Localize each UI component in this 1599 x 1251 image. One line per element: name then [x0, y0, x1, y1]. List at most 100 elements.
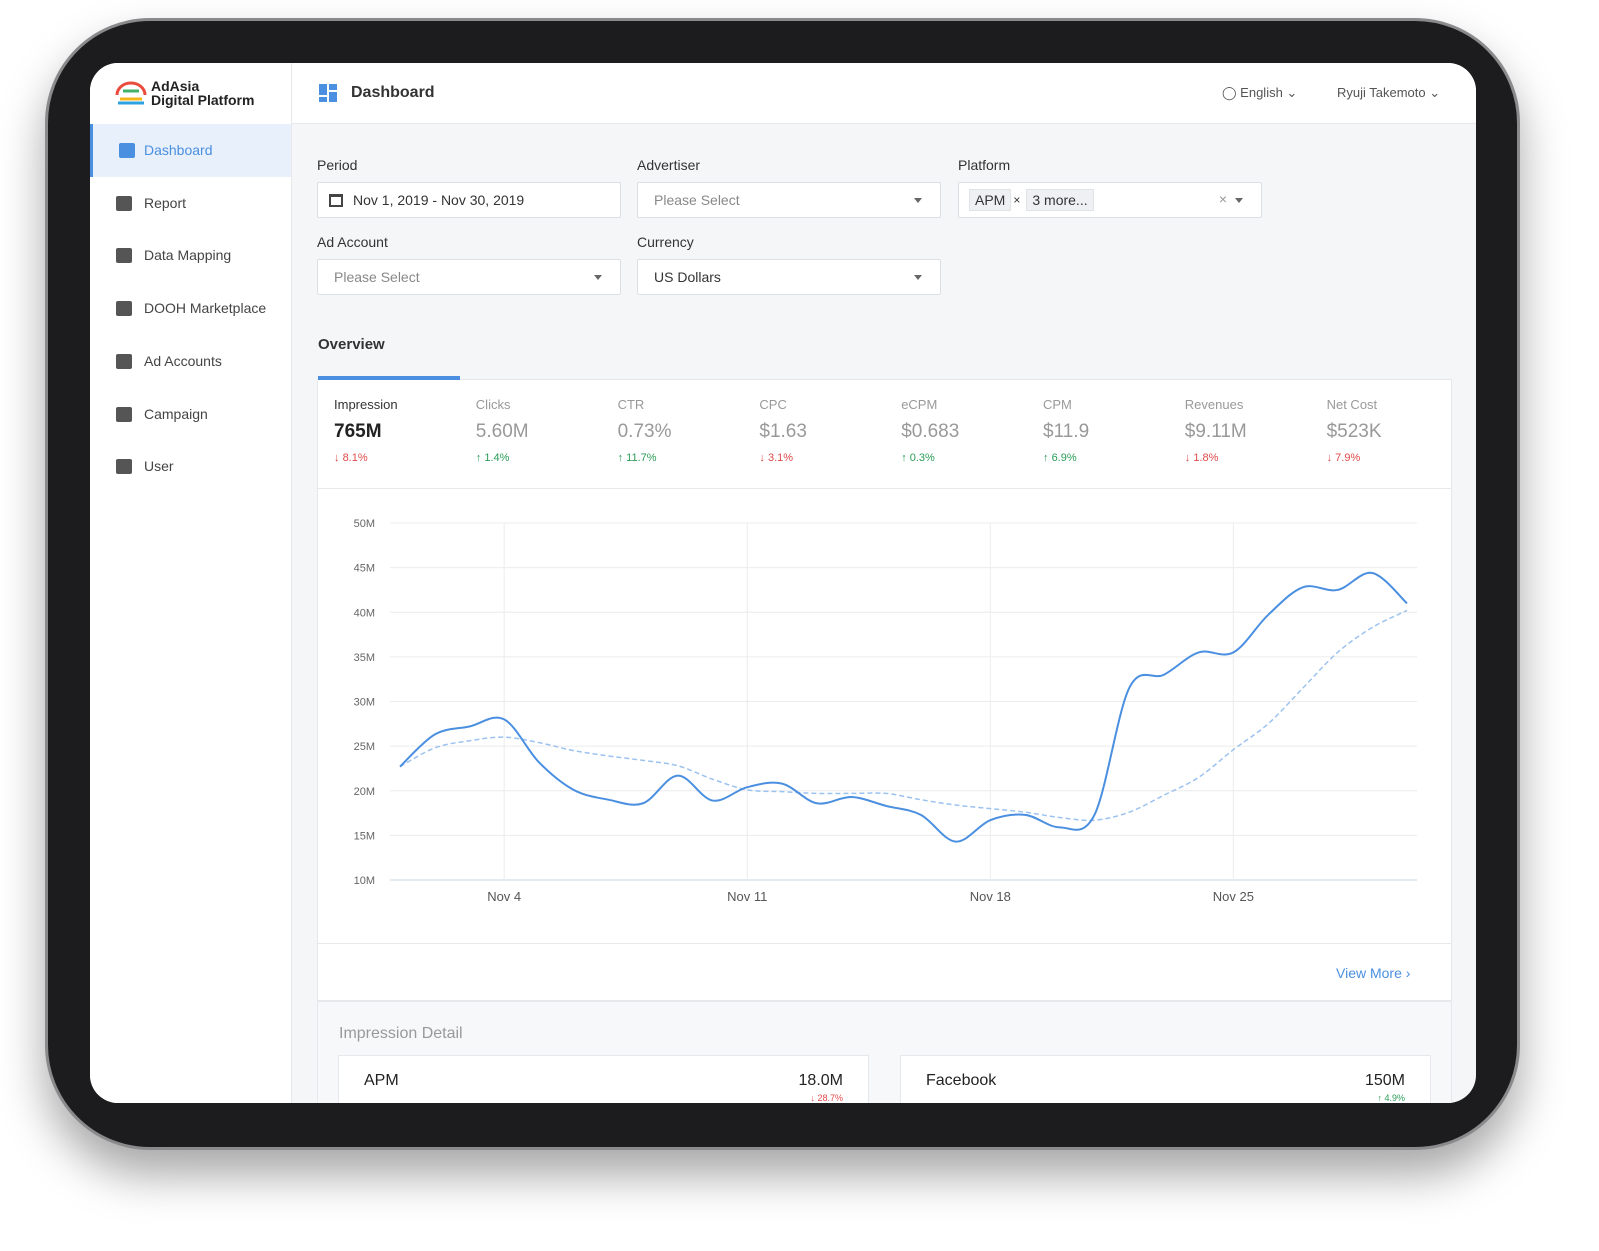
menu-item[interactable]: Campaign — [90, 388, 291, 441]
logo-line: Digital Platform — [151, 92, 255, 108]
metric-change: ↓ 7.9% — [1326, 452, 1361, 464]
x-tick-label: Nov 18 — [970, 889, 1011, 904]
metric-change: ↓ 8.1% — [334, 452, 368, 464]
menu-label: Data Mapping — [144, 247, 232, 264]
card-value: 18.0M — [798, 1072, 843, 1089]
line-series — [399, 609, 1408, 822]
detail-card[interactable]: APM 18.0M ↓ 28.7% — [338, 1055, 869, 1103]
tab-underline — [318, 376, 460, 380]
language-select[interactable]: ◯ English ⌄ — [1222, 85, 1298, 100]
y-tick-label: 25M — [354, 741, 375, 753]
caret — [914, 275, 922, 284]
user-name: Ryuji Takemoto — [1337, 85, 1426, 100]
metric-name: Net Cost — [1326, 397, 1378, 412]
tag: 3 more... — [1026, 189, 1094, 211]
menu-item[interactable]: Data Mapping — [90, 229, 291, 282]
header-title: Dashboard — [351, 84, 435, 101]
change-value: 11.7% — [626, 452, 657, 464]
metric-value: 5.60M — [475, 421, 529, 442]
y-tick-label: 10M — [354, 875, 375, 887]
change-value: 28.7% — [817, 1093, 843, 1103]
logo-text: AdAsia Digital Platform — [151, 79, 254, 107]
metric-change: ↓ 1.8% — [1184, 452, 1219, 464]
menu-icon — [116, 459, 132, 475]
menu-item[interactable]: Report — [90, 177, 291, 230]
metric-value: 765M — [334, 421, 382, 442]
caret — [914, 198, 922, 207]
filter-label: Currency — [637, 234, 694, 250]
change-value: 1.8% — [1193, 452, 1219, 464]
clear: × — [1218, 191, 1227, 207]
metric-name: CPC — [759, 397, 787, 412]
filter-input[interactable]: Nov 1, 2019 - Nov 30, 2019 — [317, 182, 621, 218]
metric-name: Impression — [334, 397, 398, 412]
view-more[interactable]: View More › — [1336, 965, 1411, 981]
menu-label: Ad Accounts — [144, 352, 222, 369]
view-more-text: View More — [1336, 965, 1402, 981]
y-tick-label: 35M — [354, 652, 375, 664]
chart: 10M 15M 20M 25M 30M 35M 40M 45M 50M Nov 4 Nov 11 No… — [354, 518, 1417, 904]
placeholder: Please Select — [334, 269, 420, 285]
change-value: 4.9% — [1384, 1093, 1405, 1103]
placeholder: Please Select — [654, 192, 740, 208]
x-tick-label: Nov 11 — [727, 889, 767, 904]
caret — [1235, 198, 1243, 207]
y-tick-label: 15M — [354, 830, 375, 842]
filter-input[interactable]: Please Select — [317, 259, 621, 295]
y-tick-label: 45M — [354, 563, 375, 575]
input-value: US Dollars — [654, 269, 721, 285]
menu-icon — [116, 301, 132, 317]
menu-icon — [116, 406, 132, 422]
sidebar: AdAsia Digital Platform Dashboard Report Da… — [90, 63, 292, 1103]
calendar-icon — [329, 193, 343, 207]
line-series — [399, 571, 1408, 843]
menu-item[interactable]: User — [90, 440, 291, 493]
metric-change: ↑ 0.3% — [901, 452, 935, 464]
card-change: ↑ 4.9% — [1377, 1093, 1405, 1103]
metric-value: $1.63 — [759, 421, 807, 442]
menu-item[interactable]: Ad Accounts — [90, 335, 291, 388]
filter-input[interactable]: US Dollars — [637, 259, 941, 295]
user-menu[interactable]: Ryuji Takemoto ⌄ — [1337, 85, 1441, 100]
overview-title: Overview — [318, 336, 385, 353]
metric-change: ↑ 11.7% — [617, 452, 657, 464]
change-value: 3.1% — [767, 452, 794, 464]
metric-value: $523K — [1326, 421, 1382, 442]
menu-icon — [116, 195, 132, 211]
tag-remove[interactable]: × — [1013, 193, 1021, 207]
header: Dashboard ◯ English ⌄ Ryuji Takemoto ⌄ — [292, 63, 1476, 124]
change-value: 6.9% — [1051, 452, 1077, 464]
card-name: APM — [364, 1072, 399, 1089]
language: English — [1240, 85, 1283, 100]
change-value: 1.4% — [484, 452, 510, 464]
menu-label: Campaign — [144, 405, 208, 422]
menu-item[interactable]: DOOH Marketplace — [90, 282, 291, 335]
screen: AdAsia Digital Platform Dashboard Report Da… — [90, 63, 1476, 1103]
change-value: 7.9% — [1335, 452, 1361, 464]
filter-input[interactable]: Please Select — [637, 182, 941, 218]
change-value: 0.3% — [909, 452, 935, 464]
input-value: Nov 1, 2019 - Nov 30, 2019 — [353, 192, 525, 208]
card-name: Facebook — [926, 1072, 997, 1089]
metric-name: Clicks — [475, 397, 511, 412]
change-value: 8.1% — [342, 452, 368, 464]
card-value: 150M — [1364, 1072, 1405, 1089]
metric-name: CTR — [617, 397, 645, 412]
tag: APM — [969, 189, 1012, 211]
metric-change: ↑ 1.4% — [475, 452, 510, 464]
metric-value: $0.683 — [901, 421, 960, 442]
filter-label: Period — [317, 157, 358, 173]
x-tick-label: Nov 4 — [487, 889, 521, 904]
dashboard-icon — [319, 84, 337, 102]
filter-input[interactable]: APM × 3 more... × — [958, 182, 1262, 218]
section-title: Impression Detail — [339, 1025, 463, 1042]
detail-card[interactable]: Facebook 150M ↑ 4.9% — [900, 1055, 1431, 1103]
menu-label: Report — [144, 194, 187, 211]
divider — [318, 488, 1451, 489]
filter-label: Platform — [958, 157, 1011, 173]
divider — [318, 943, 1451, 944]
menu-item[interactable]: Dashboard — [90, 124, 291, 177]
menu-label: User — [144, 458, 174, 475]
x-tick-label: Nov 25 — [1213, 889, 1254, 904]
menu-icon — [116, 248, 132, 264]
